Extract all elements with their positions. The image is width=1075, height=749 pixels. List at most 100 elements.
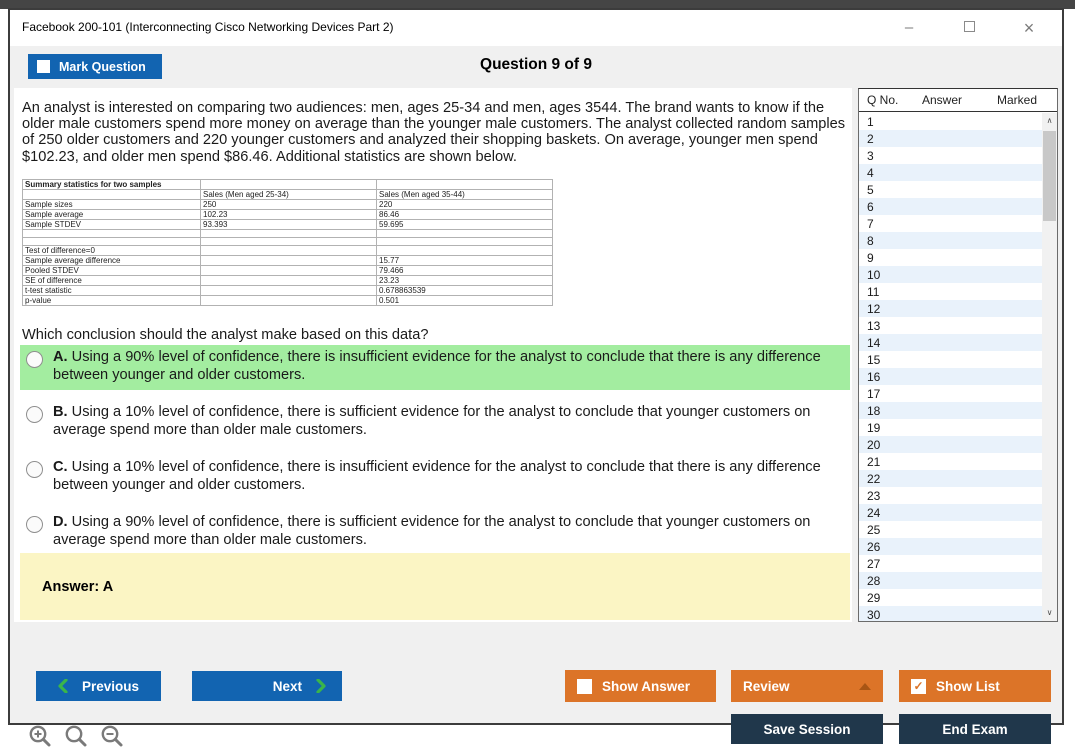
question-list-item[interactable]: 30: [859, 606, 1042, 621]
question-list-scrollbar[interactable]: ∧ ∨: [1042, 113, 1057, 621]
show-list-button[interactable]: ✓ Show List: [899, 670, 1051, 702]
question-number: 9: [867, 250, 874, 265]
question-list-item[interactable]: 23: [859, 487, 1042, 504]
stats-table-cell: [200, 254, 377, 266]
minimize-icon[interactable]: –: [904, 19, 914, 36]
stats-table-cell: [200, 244, 377, 256]
question-list-item[interactable]: 10: [859, 266, 1042, 283]
radio-button-d[interactable]: [26, 516, 43, 533]
question-list-item[interactable]: 24: [859, 504, 1042, 521]
question-list-item[interactable]: 28: [859, 572, 1042, 589]
option-c[interactable]: C. Using a 10% level of confidence, ther…: [20, 455, 850, 500]
question-list-item[interactable]: 13: [859, 317, 1042, 334]
next-button[interactable]: Next: [192, 671, 342, 701]
triangle-up-icon: [859, 682, 871, 690]
question-number: 7: [867, 216, 874, 231]
app-window: Facebook 200-101 (Interconnecting Cisco …: [8, 8, 1064, 747]
stats-table-cell: [200, 294, 377, 306]
window-controls: – ×: [894, 16, 1044, 40]
option-d[interactable]: D. Using a 90% level of confidence, ther…: [20, 510, 850, 555]
question-list-item[interactable]: 14: [859, 334, 1042, 351]
question-list-item[interactable]: 15: [859, 351, 1042, 368]
question-list-item[interactable]: 11: [859, 283, 1042, 300]
stats-table-cell: [376, 178, 553, 190]
mark-question-checkbox[interactable]: [37, 60, 50, 73]
question-list-item[interactable]: 20: [859, 436, 1042, 453]
stats-table-cell: 15.77: [376, 254, 553, 266]
option-a[interactable]: A. Using a 90% level of confidence, ther…: [20, 345, 850, 390]
question-number: 27: [867, 556, 881, 571]
question-list-item[interactable]: 17: [859, 385, 1042, 402]
question-list-item[interactable]: 8: [859, 232, 1042, 249]
question-number: 13: [867, 318, 881, 333]
question-list-item[interactable]: 7: [859, 215, 1042, 232]
question-number: 14: [867, 335, 881, 350]
question-text: An analyst is interested on comparing tw…: [22, 100, 846, 165]
radio-button-c[interactable]: [26, 461, 43, 478]
option-b[interactable]: B. Using a 10% level of confidence, ther…: [20, 400, 850, 445]
question-list-item[interactable]: 1: [859, 113, 1042, 130]
question-list-item[interactable]: 12: [859, 300, 1042, 317]
question-list-item[interactable]: 18: [859, 402, 1042, 419]
question-list-item[interactable]: 26: [859, 538, 1042, 555]
stats-table-cell: Sales (Men aged 35-44): [376, 188, 553, 200]
question-list-item[interactable]: 21: [859, 453, 1042, 470]
question-list-item[interactable]: 3: [859, 147, 1042, 164]
question-list-item[interactable]: 27: [859, 555, 1042, 572]
question-number: 26: [867, 539, 881, 554]
question-number: 20: [867, 437, 881, 452]
scroll-up-icon[interactable]: ∧: [1046, 116, 1053, 125]
option-a-text: A. Using a 90% level of confidence, ther…: [53, 349, 844, 384]
question-list-item[interactable]: 19: [859, 419, 1042, 436]
question-list-item[interactable]: 25: [859, 521, 1042, 538]
scroll-down-icon[interactable]: ∨: [1046, 608, 1053, 617]
question-number: 3: [867, 148, 874, 163]
question-number: 6: [867, 199, 874, 214]
stats-table-cell: [200, 264, 377, 276]
stats-table-cell: 102.23: [200, 208, 377, 220]
zoom-reset-icon[interactable]: [64, 724, 89, 749]
column-qno: Q No.: [867, 93, 899, 107]
stats-table-cell: t-test statistic: [22, 284, 201, 296]
question-list-item[interactable]: 16: [859, 368, 1042, 385]
question-list-item[interactable]: 22: [859, 470, 1042, 487]
radio-button-b[interactable]: [26, 406, 43, 423]
zoom-in-icon[interactable]: [28, 724, 53, 749]
question-counter: Question 9 of 9: [480, 56, 592, 73]
show-list-checkbox-checked[interactable]: ✓: [911, 678, 926, 694]
maximize-icon[interactable]: [954, 16, 984, 40]
save-session-button[interactable]: Save Session: [731, 714, 883, 744]
save-session-label: Save Session: [763, 721, 851, 737]
question-list: 1 2 3 4 5 6 7 8 9 10 11 12 13 14 15 16 17 18 19 20 21 22 23 24 2…: [859, 113, 1042, 621]
question-list-item[interactable]: 2: [859, 130, 1042, 147]
mark-question-button[interactable]: Mark Question: [28, 54, 162, 79]
stats-table-cell: [22, 236, 201, 246]
stats-table-cell: [200, 228, 377, 238]
question-number: 18: [867, 403, 881, 418]
question-number: 29: [867, 590, 881, 605]
stats-table-cell: 220: [376, 198, 553, 210]
question-list-item[interactable]: 5: [859, 181, 1042, 198]
stats-table-cell: [22, 228, 201, 238]
question-list-item[interactable]: 4: [859, 164, 1042, 181]
chevron-right-icon: [316, 679, 326, 693]
end-exam-button[interactable]: End Exam: [899, 714, 1051, 744]
question-number: 30: [867, 607, 881, 622]
radio-button-a[interactable]: [26, 351, 43, 368]
question-list-item[interactable]: 29: [859, 589, 1042, 606]
zoom-out-icon[interactable]: [100, 724, 125, 749]
close-icon[interactable]: ×: [1023, 18, 1035, 38]
previous-button[interactable]: Previous: [36, 671, 161, 701]
stats-table-cell: 93.393: [200, 218, 377, 230]
show-answer-label: Show Answer: [602, 678, 691, 694]
question-number: 4: [867, 165, 874, 180]
show-answer-button[interactable]: Show Answer: [565, 670, 716, 702]
show-answer-checkbox[interactable]: [577, 678, 592, 694]
review-dropdown[interactable]: Review: [731, 670, 883, 702]
option-c-text: C. Using a 10% level of confidence, ther…: [53, 459, 844, 494]
option-d-text: D. Using a 90% level of confidence, ther…: [53, 514, 844, 549]
question-list-item[interactable]: 9: [859, 249, 1042, 266]
question-number: 11: [867, 284, 880, 299]
question-list-item[interactable]: 6: [859, 198, 1042, 215]
scrollbar-thumb[interactable]: [1043, 131, 1056, 221]
